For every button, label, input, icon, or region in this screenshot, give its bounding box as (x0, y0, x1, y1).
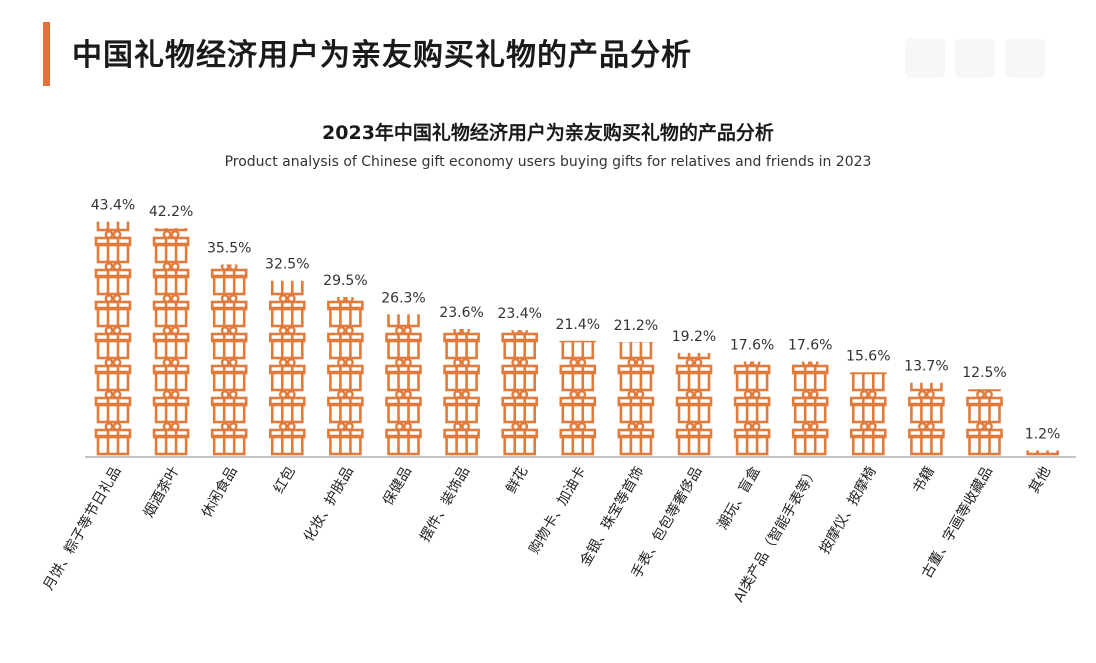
bar-15 (966, 389, 1003, 456)
category-label: 金银、珠宝等首饰 (577, 464, 648, 569)
value-label: 17.6% (730, 338, 774, 354)
chart-subtitle: Product analysis of Chinese gift economy… (224, 154, 872, 170)
page-title: 中国礼物经济用户为亲友购买礼物的产品分析 (72, 38, 692, 73)
category-label: 购物卡、加油卡 (526, 464, 589, 557)
category-label: 其他 (1026, 464, 1054, 496)
category-label: 按摩仪、按摩椅 (816, 464, 880, 557)
category-label: 保健品 (380, 464, 415, 508)
category-label: 摆件、装饰品 (417, 464, 473, 545)
bar-13 (849, 372, 887, 456)
value-label: 19.2% (672, 329, 716, 345)
value-label: 35.5% (207, 240, 251, 256)
category-label: 潮玩、盲盒 (714, 464, 764, 533)
category-label: 鲜花 (503, 464, 531, 496)
value-label: 26.3% (381, 290, 425, 306)
value-label: 21.4% (556, 317, 600, 333)
watermark-logo-icon (905, 38, 1045, 78)
bar-4 (327, 297, 364, 456)
title-accent-bar (43, 22, 50, 86)
value-label: 23.4% (497, 306, 541, 322)
value-label: 13.7% (904, 359, 948, 375)
value-label: 15.6% (846, 348, 890, 364)
value-label: 23.6% (439, 305, 483, 321)
bar-14 (908, 382, 945, 456)
bar-10 (675, 352, 713, 456)
bar-2 (210, 264, 248, 456)
value-label: 42.2% (149, 204, 193, 220)
category-label: 月饼、粽子等节日礼品 (40, 464, 125, 594)
category-label: 化妆、护肤品 (301, 464, 357, 545)
value-label: 1.2% (1025, 426, 1061, 442)
category-label: 书籍 (909, 464, 938, 497)
bar-16 (1024, 450, 1061, 456)
value-label: 32.5% (265, 257, 309, 273)
value-label: 43.4% (91, 198, 135, 214)
value-label: 17.6% (788, 338, 832, 354)
value-label: 29.5% (323, 273, 367, 289)
category-label: 休闲食品 (198, 464, 241, 521)
value-label: 12.5% (962, 365, 1006, 381)
chart-title: 2023年中国礼物经济用户为亲友购买礼物的产品分析 (322, 122, 774, 144)
category-label: 烟酒茶叶 (141, 464, 183, 520)
value-label: 21.2% (614, 318, 658, 334)
category-label: 红包 (271, 464, 299, 496)
